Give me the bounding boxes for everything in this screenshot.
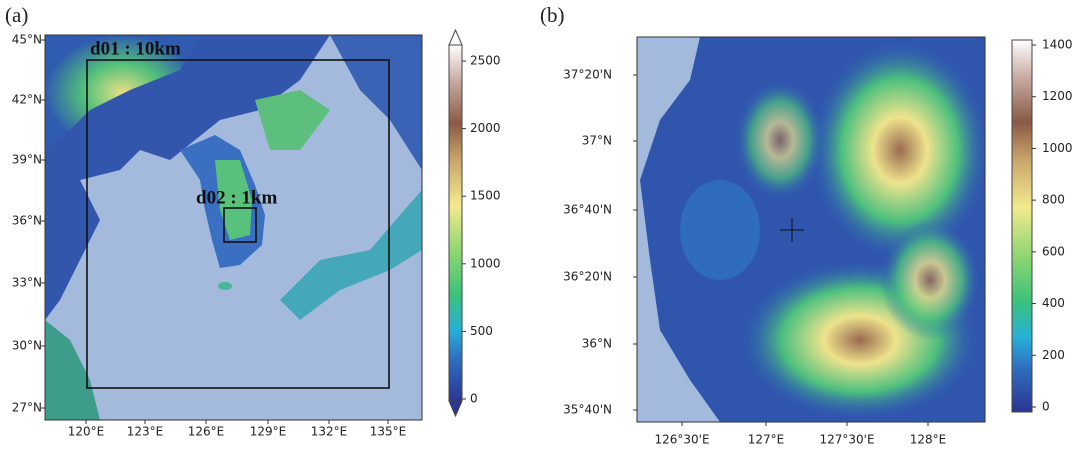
y-tick-label: 36°N <box>12 214 42 228</box>
domain-d01 <box>86 59 390 389</box>
colorbar-tick-label: 1400 <box>1042 38 1073 52</box>
y-tick-label: 45°N <box>12 33 42 47</box>
panel-label: (a) <box>5 3 28 27</box>
colorbar-tick-label: 1500 <box>470 189 501 203</box>
colorbar-tick-label: 0 <box>1042 400 1050 414</box>
colorbar-extend <box>448 400 463 418</box>
colorbar-tick-label: 2000 <box>470 121 501 135</box>
colorbar-tick-label: 0 <box>470 392 478 406</box>
y-tick-label: 42°N <box>12 93 42 107</box>
x-tick-label: 127°30'E <box>819 433 874 447</box>
y-tick-label: 33°N <box>12 276 42 290</box>
y-tick-label: 36°N <box>582 337 612 351</box>
x-tick-label: 123°E <box>127 425 164 439</box>
x-tick-label: 135°E <box>370 425 407 439</box>
x-tick-label: 127°E <box>748 433 785 447</box>
colorbar-tick-label: 200 <box>1042 348 1065 362</box>
map-b <box>637 37 985 422</box>
map-a <box>45 35 422 420</box>
y-tick-label: 36°40'N <box>563 203 612 217</box>
y-tick-label: 35°40'N <box>563 403 612 417</box>
y-tick-label: 27°N <box>12 401 42 415</box>
colorbar-tick-label: 1000 <box>1042 141 1073 155</box>
x-tick-label: 126°30'E <box>654 433 709 447</box>
map-frame <box>636 36 986 423</box>
y-tick-label: 39°N <box>12 153 42 167</box>
domain-label: d02 : 1km <box>196 187 277 208</box>
y-tick-label: 37°20'N <box>563 68 612 82</box>
colorbar-extend <box>448 28 463 46</box>
colorbar-tick-label: 500 <box>470 324 493 338</box>
domain-label: d01 : 10km <box>90 38 181 59</box>
colorbar-tick-label: 600 <box>1042 244 1065 258</box>
x-tick-label: 128°E <box>910 433 947 447</box>
panel-label: (b) <box>540 3 565 27</box>
x-tick-label: 126°E <box>188 425 225 439</box>
colorbar-tick-label: 1000 <box>470 256 501 270</box>
y-tick-label: 36°20'N <box>563 270 612 284</box>
colorbar-tick-label: 800 <box>1042 193 1065 207</box>
y-tick-label: 30°N <box>12 339 42 353</box>
colorbar-tick-label: 1200 <box>1042 89 1073 103</box>
y-tick-label: 37°N <box>582 134 612 148</box>
colorbar-tick-label: 2500 <box>470 54 501 68</box>
site-marker <box>780 218 804 242</box>
x-tick-label: 120°E <box>68 425 105 439</box>
map-frame <box>44 34 423 421</box>
domain-d02 <box>223 207 257 243</box>
colorbar <box>1011 39 1033 413</box>
colorbar-tick-label: 400 <box>1042 296 1065 310</box>
x-tick-label: 132°E <box>311 425 348 439</box>
x-tick-label: 129°E <box>250 425 287 439</box>
colorbar <box>448 44 463 402</box>
